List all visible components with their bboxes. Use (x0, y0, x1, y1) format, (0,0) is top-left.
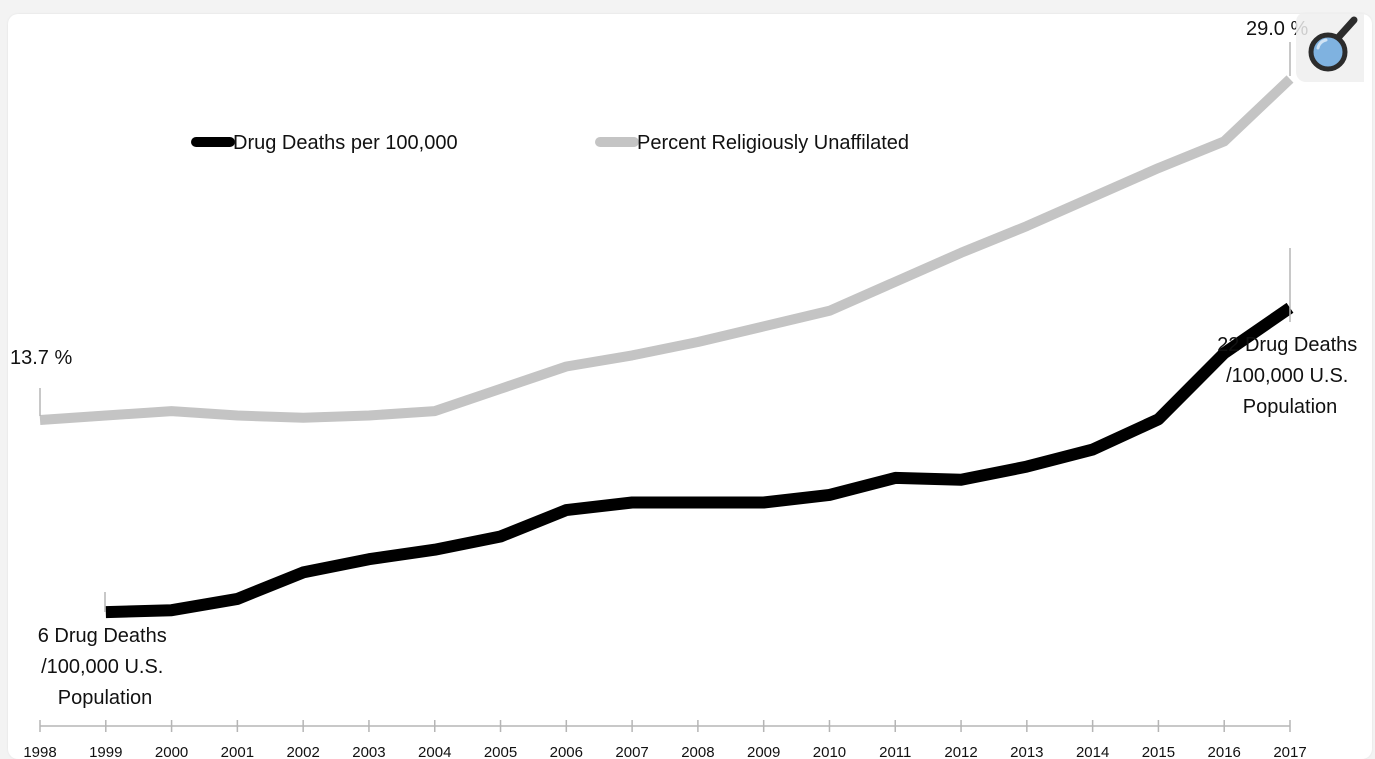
x-tick-label-2013: 2013 (1010, 744, 1043, 759)
label-end-unaffiliated: 29.0 % (1246, 18, 1308, 40)
point-drug-deaths-2007 (629, 500, 635, 506)
x-tick-label-2012: 2012 (944, 744, 977, 759)
point-unaffiliated-2017 (1287, 76, 1293, 82)
x-tick-label-2002: 2002 (286, 744, 319, 759)
point-drug-deaths-2014 (1090, 447, 1096, 453)
x-tick-label-2011: 2011 (879, 744, 911, 759)
point-drug-deaths-2000 (169, 607, 175, 613)
point-drug-deaths-2012 (958, 477, 964, 483)
label-start-deaths-line-3: Population (58, 687, 153, 709)
chart-card: 1998 1999 2000 2001 2002 2003 2004 2005 2006 2007… (8, 14, 1372, 759)
line-chart: 1998 1999 2000 2001 2002 2003 2004 2005 2006 2007… (10, 18, 1363, 759)
point-drug-deaths-2015 (1155, 416, 1161, 422)
point-drug-deaths-2005 (498, 534, 504, 540)
point-unaffiliated-2006 (563, 364, 569, 370)
x-tick-label-2014: 2014 (1076, 744, 1109, 759)
point-unaffiliated-2008 (695, 339, 701, 345)
label-start-unaffiliated: 13.7 % (10, 347, 72, 369)
x-tick-label-2005: 2005 (484, 744, 517, 759)
series-line-drug-deaths (105, 302, 1294, 619)
point-drug-deaths-2001 (234, 596, 240, 602)
label-end-deaths-line-2: /100,000 U.S. (1226, 365, 1348, 387)
label-start-deaths: 6 Drug Deaths /100,000 U.S. Population (38, 625, 173, 709)
point-drug-deaths-1999 (103, 609, 109, 615)
point-unaffiliated-2005 (498, 386, 504, 392)
point-unaffiliated-2002 (300, 415, 306, 421)
x-tick-label-1999: 1999 (89, 744, 122, 759)
point-unaffiliated-2004 (432, 408, 438, 414)
x-tick-label-2008: 2008 (681, 744, 714, 759)
point-unaffiliated-2010 (827, 308, 833, 314)
x-tick-label-2007: 2007 (615, 744, 648, 759)
x-tick-label-2003: 2003 (352, 744, 385, 759)
point-unaffiliated-2016 (1221, 138, 1227, 144)
x-tick-label-2006: 2006 (550, 744, 583, 759)
x-tick-label-2015: 2015 (1142, 744, 1175, 759)
x-tick-label-2017: 2017 (1273, 744, 1306, 759)
point-unaffiliated-2007 (629, 352, 635, 358)
x-tick-label-2010: 2010 (813, 744, 846, 759)
zoom-button[interactable] (1296, 12, 1364, 82)
point-drug-deaths-2004 (432, 547, 438, 553)
point-unaffiliated-2013 (1024, 223, 1030, 229)
series-layer (37, 75, 1294, 619)
point-unaffiliated-1998 (37, 417, 43, 423)
legend: Drug Deaths per 100,000 Percent Religiou… (191, 132, 909, 154)
point-drug-deaths-2009 (761, 500, 767, 506)
label-end-deaths-line-3: Population (1243, 396, 1338, 418)
label-start-deaths-line-1: 6 Drug Deaths (38, 625, 167, 647)
annotations: 13.7 % 29.0 % 6 Drug Deaths /100,000 U.S… (10, 18, 1363, 709)
x-tick-label-2001: 2001 (221, 744, 254, 759)
point-drug-deaths-2006 (563, 507, 569, 513)
point-unaffiliated-2001 (234, 413, 240, 419)
series-line-unaffiliated (39, 75, 1294, 425)
point-unaffiliated-2003 (366, 413, 372, 419)
point-drug-deaths-2011 (892, 475, 898, 481)
magnifier-icon (1308, 16, 1358, 72)
point-unaffiliated-2011 (892, 279, 898, 285)
x-tick-label-1998: 1998 (23, 744, 56, 759)
legend-item-unaffiliated: Percent Religiously Unaffilated (595, 132, 909, 154)
point-unaffiliated-1999 (103, 413, 109, 419)
legend-item-drug-deaths: Drug Deaths per 100,000 (191, 132, 458, 154)
x-tick-label-2004: 2004 (418, 744, 451, 759)
point-drug-deaths-2002 (300, 569, 306, 575)
point-drug-deaths-2008 (695, 500, 701, 506)
x-tick-label-2009: 2009 (747, 744, 780, 759)
x-tick-label-2000: 2000 (155, 744, 188, 759)
legend-label-drug-deaths: Drug Deaths per 100,000 (233, 132, 458, 154)
x-axis: 1998 1999 2000 2001 2002 2003 2004 2005 2006 2007… (23, 720, 1307, 759)
point-unaffiliated-2009 (761, 323, 767, 329)
point-unaffiliated-2014 (1090, 194, 1096, 200)
point-unaffiliated-2000 (169, 408, 175, 414)
label-end-deaths-line-1: 22 Drug Deaths (1217, 334, 1357, 356)
point-unaffiliated-2015 (1155, 165, 1161, 171)
point-unaffiliated-2012 (958, 250, 964, 256)
point-drug-deaths-2010 (827, 492, 833, 498)
point-drug-deaths-2013 (1024, 464, 1030, 470)
label-start-deaths-line-2: /100,000 U.S. (41, 656, 163, 678)
legend-label-unaffiliated: Percent Religiously Unaffilated (637, 132, 909, 154)
point-drug-deaths-2003 (366, 556, 372, 562)
x-tick-label-2016: 2016 (1208, 744, 1241, 759)
label-end-deaths: 22 Drug Deaths /100,000 U.S. Population (1217, 334, 1363, 418)
